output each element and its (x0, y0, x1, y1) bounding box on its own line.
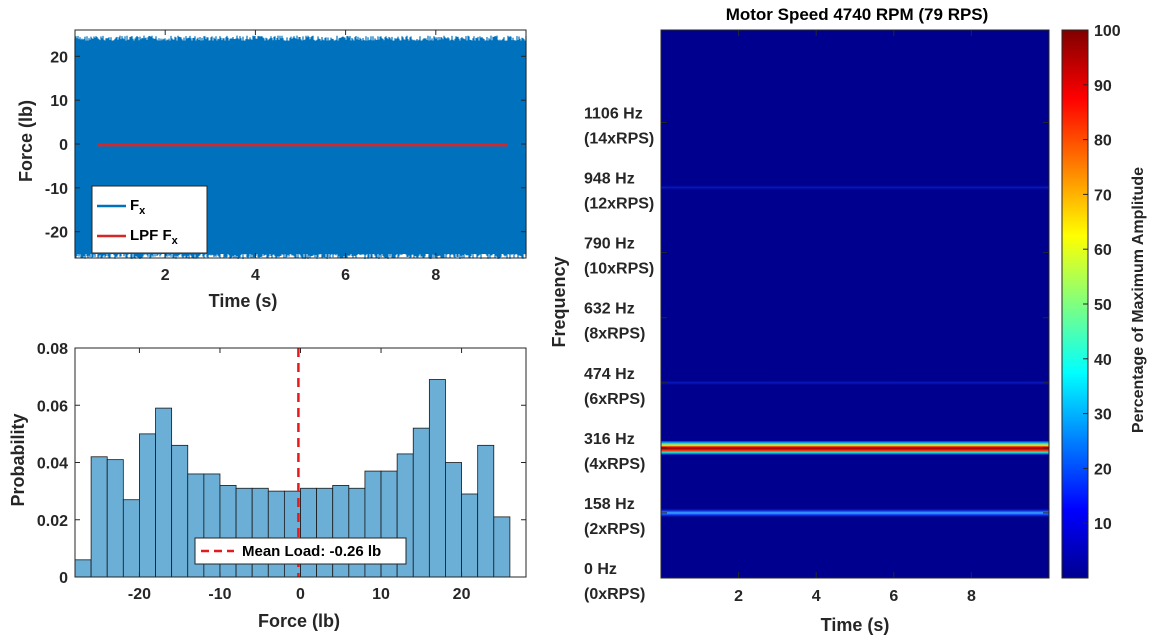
spectrogram-ytick-label-rps: (4xRPS) (584, 456, 645, 473)
spectrogram-ytick-label-hz: 790 Hz (584, 236, 635, 253)
spectrogram-title: Motor Speed 4740 RPM (79 RPS) (726, 5, 989, 24)
histogram-bar (122, 499, 140, 578)
spectrogram-ytick-label-rps: (0xRPS) (584, 586, 645, 603)
colorbar-tick-label: 40 (1094, 352, 1112, 369)
time-series-xtick-label: 2 (161, 267, 170, 284)
histogram-bar (461, 493, 479, 578)
spectrogram-xtick-label: 8 (967, 588, 976, 605)
histogram-bar (74, 559, 92, 578)
histogram-bar (171, 444, 189, 578)
histogram-bar (428, 379, 446, 578)
spectrogram-band-weak (661, 184, 1049, 191)
time-series-ytick-label: 10 (50, 93, 68, 110)
histogram-ytick-label: 0 (59, 570, 68, 587)
histogram-xtick-label: 20 (453, 586, 471, 603)
spectrogram-frame (660, 29, 1050, 579)
spectrogram-ytick-label-hz: 158 Hz (584, 496, 635, 513)
spectrogram-ytick-label-rps: (14xRPS) (584, 130, 654, 147)
time-series-ytick-label: 20 (50, 49, 68, 66)
spectrogram-ytick-label-hz: 0 Hz (584, 561, 617, 578)
histogram-xtick-label: -10 (208, 586, 231, 603)
spectrogram-ytick-label-hz: 316 Hz (584, 431, 635, 448)
legend-mean-label: Mean Load: -0.26 lb (242, 543, 381, 560)
colorbar-tick-label: 10 (1094, 516, 1112, 533)
spectrogram-ytick-label-hz: 632 Hz (584, 301, 635, 318)
time-series-xtick-label: 8 (431, 267, 440, 284)
spectrogram-ytick-label-rps: (6xRPS) (584, 391, 645, 408)
colorbar-tick-label: 80 (1094, 133, 1112, 150)
spectrogram-xtick-label: 6 (889, 588, 898, 605)
histogram-bar (155, 407, 173, 578)
histogram-ytick-label: 0.02 (37, 513, 68, 530)
spectrogram-xlabel: Time (s) (821, 615, 890, 635)
spectrogram-background (661, 30, 1049, 578)
histogram-xtick-label: 0 (296, 586, 305, 603)
spectrogram-band (661, 507, 1049, 518)
spectrogram-xtick-label: 2 (734, 588, 743, 605)
time-series-xtick-label: 4 (251, 267, 260, 284)
histogram-xlabel: Force (lb) (258, 611, 340, 631)
legend-lpf-label: LPF Fx (130, 227, 179, 247)
time-series-legend: Fx LPF Fx (91, 185, 208, 254)
spectrogram-plot: Motor Speed 4740 RPM (79 RPS) 2 4 6 8 0 Hz (0… (549, 5, 1147, 635)
histogram-ytick-label: 0.04 (37, 456, 68, 473)
time-series-xlabel: Time (s) (209, 291, 278, 311)
time-series-xtick-label: 6 (341, 267, 350, 284)
time-series-ylabel: Force (lb) (16, 100, 36, 182)
histogram-bar (412, 427, 430, 578)
spectrogram-axes: 2 4 6 8 0 Hz (0xRPS) 158 Hz (2xRPS) 316 Hz (4xRPS… (584, 29, 1050, 605)
time-series-axes: 2 4 6 8 -20 -10 0 10 20 (45, 29, 527, 284)
time-series-plot: 2 4 6 8 -20 -10 0 10 20 Time (s) Force (lb) Fx L… (16, 29, 527, 311)
colorbar-tick-label: 20 (1094, 461, 1112, 478)
histogram-ylabel: Probability (8, 413, 28, 506)
spectrogram-ytick-label-rps: (10xRPS) (584, 261, 654, 278)
colorbar-tick-label: 60 (1094, 242, 1112, 259)
histogram-xtick-label: -20 (128, 586, 151, 603)
spectrogram-band-weak (661, 379, 1049, 386)
colorbar-tick-label: 30 (1094, 407, 1112, 424)
histogram-ytick-label: 0.08 (37, 341, 68, 358)
histogram-bar (445, 462, 462, 578)
histogram-bar (493, 516, 511, 578)
histogram-axes: -20 -10 0 10 20 0 0.02 0.04 0.06 0.08 (37, 341, 527, 603)
spectrogram-ytick-label-hz: 948 Hz (584, 171, 635, 188)
colorbar-tick-label: 90 (1094, 78, 1112, 95)
time-series-ytick-label: -10 (45, 181, 68, 198)
spectrogram-ytick-label-rps: (8xRPS) (584, 326, 645, 343)
spectrogram-ytick-label-hz: 474 Hz (584, 366, 635, 383)
colorbar-tick-label: 70 (1094, 187, 1112, 204)
histogram-bar (139, 433, 156, 578)
spectrogram-xtick-label: 4 (812, 588, 821, 605)
colorbar-tick-label: 50 (1094, 297, 1112, 314)
time-series-ytick-label: -20 (45, 225, 68, 242)
histogram-ytick-label: 0.06 (37, 398, 68, 415)
histogram-bar (106, 459, 124, 578)
spectrogram-ytick-label-hz: 1106 Hz (584, 105, 643, 122)
colorbar-label: Percentage of Maximum Amplitude (1130, 167, 1147, 433)
histogram-bar (477, 444, 495, 578)
colorbar-axes: 10 20 30 40 50 60 70 80 90 100 (1083, 23, 1121, 533)
histogram-xtick-label: 10 (372, 586, 390, 603)
spectrogram-ytick-label-rps: (2xRPS) (584, 521, 645, 538)
spectrogram-band-main (661, 440, 1049, 455)
colorbar-tick-label: 100 (1094, 23, 1121, 40)
spectrogram-ytick-label-rps: (12xRPS) (584, 196, 654, 213)
legend-fx-label: Fx (130, 197, 146, 217)
time-series-ytick-label: 0 (59, 137, 68, 154)
histogram-legend: Mean Load: -0.26 lb (194, 537, 407, 565)
histogram-bar (90, 456, 108, 578)
spectrogram-ylabel: Frequency (549, 256, 569, 347)
